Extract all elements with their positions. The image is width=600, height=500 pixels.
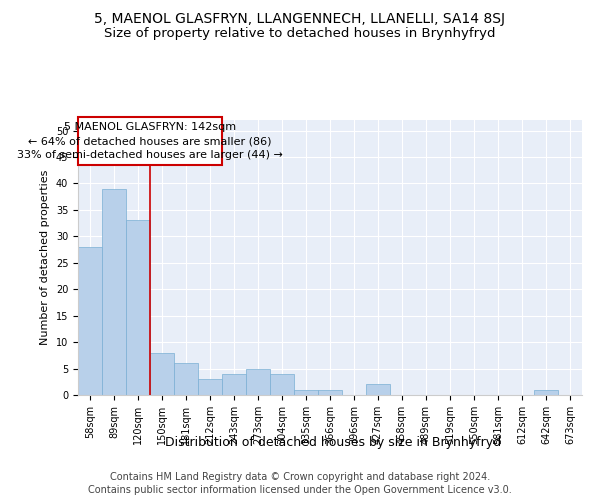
Y-axis label: Number of detached properties: Number of detached properties: [40, 170, 50, 345]
Bar: [174, 364, 198, 395]
Bar: [366, 384, 390, 395]
Bar: [318, 390, 342, 395]
Bar: [126, 220, 150, 395]
Bar: [294, 390, 318, 395]
Bar: [198, 379, 222, 395]
Bar: [246, 368, 270, 395]
Text: Contains HM Land Registry data © Crown copyright and database right 2024.: Contains HM Land Registry data © Crown c…: [110, 472, 490, 482]
Text: 5 MAENOL GLASFRYN: 142sqm
← 64% of detached houses are smaller (86)
33% of semi-: 5 MAENOL GLASFRYN: 142sqm ← 64% of detac…: [17, 122, 283, 160]
Bar: [150, 352, 174, 395]
Text: Size of property relative to detached houses in Brynhyfryd: Size of property relative to detached ho…: [104, 28, 496, 40]
Bar: [534, 390, 558, 395]
Text: 5, MAENOL GLASFRYN, LLANGENNECH, LLANELLI, SA14 8SJ: 5, MAENOL GLASFRYN, LLANGENNECH, LLANELL…: [95, 12, 505, 26]
Bar: [102, 188, 126, 395]
Text: Contains public sector information licensed under the Open Government Licence v3: Contains public sector information licen…: [88, 485, 512, 495]
Text: Distribution of detached houses by size in Brynhyfryd: Distribution of detached houses by size …: [165, 436, 501, 449]
Bar: [222, 374, 246, 395]
Bar: [270, 374, 294, 395]
Bar: [78, 247, 102, 395]
